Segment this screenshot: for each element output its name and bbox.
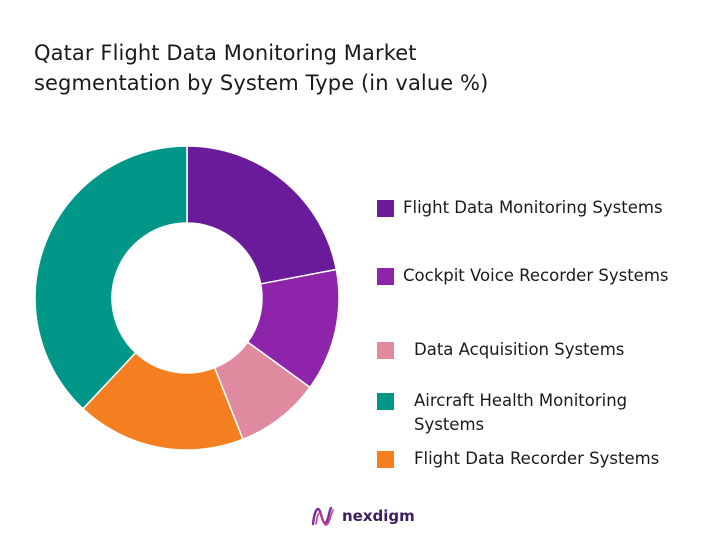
legend-label: Flight Data Recorder Systems [414,449,660,468]
legend: Flight Data Monitoring Systems Cockpit V… [377,0,712,534]
donut-slice-flight-data-recorder-systems [81,351,244,451]
legend-swatch [377,451,394,468]
legend-item-data-acquisition: Data Acquisition Systems [377,340,625,362]
chart-title-line-1: Qatar Flight Data Monitoring Market [34,41,417,65]
legend-swatch [377,393,394,410]
legend-swatch [377,342,394,359]
donut-slice-aircraft-health-monitoring-systems [34,145,188,410]
legend-item-flight-data-recorder: Flight Data Recorder Systems [377,449,660,471]
nexdigm-logo-icon [311,506,334,526]
legend-label: Data Acquisition Systems [414,340,625,359]
legend-label: Flight Data Monitoring Systems [403,198,663,217]
legend-item-flight-data-monitoring: Flight Data Monitoring Systems [377,198,663,220]
chart-title: Qatar Flight Data Monitoring Market segm… [34,38,674,98]
legend-swatch [377,200,394,217]
legend-item-aircraft-health-monitoring: Aircraft Health Monitoring Systems [377,391,664,437]
brand-logo: nexdigm [310,503,415,529]
legend-label: Aircraft Health Monitoring Systems [414,391,628,434]
brand-name: nexdigm [342,507,415,525]
legend-swatch [377,268,394,285]
legend-item-cockpit-voice-recorder: Cockpit Voice Recorder Systems [377,266,669,288]
donut-slice-flight-data-monitoring-systems [186,145,338,285]
chart-title-line-2: segmentation by System Type (in value %) [34,71,489,95]
legend-label: Cockpit Voice Recorder Systems [403,266,669,285]
